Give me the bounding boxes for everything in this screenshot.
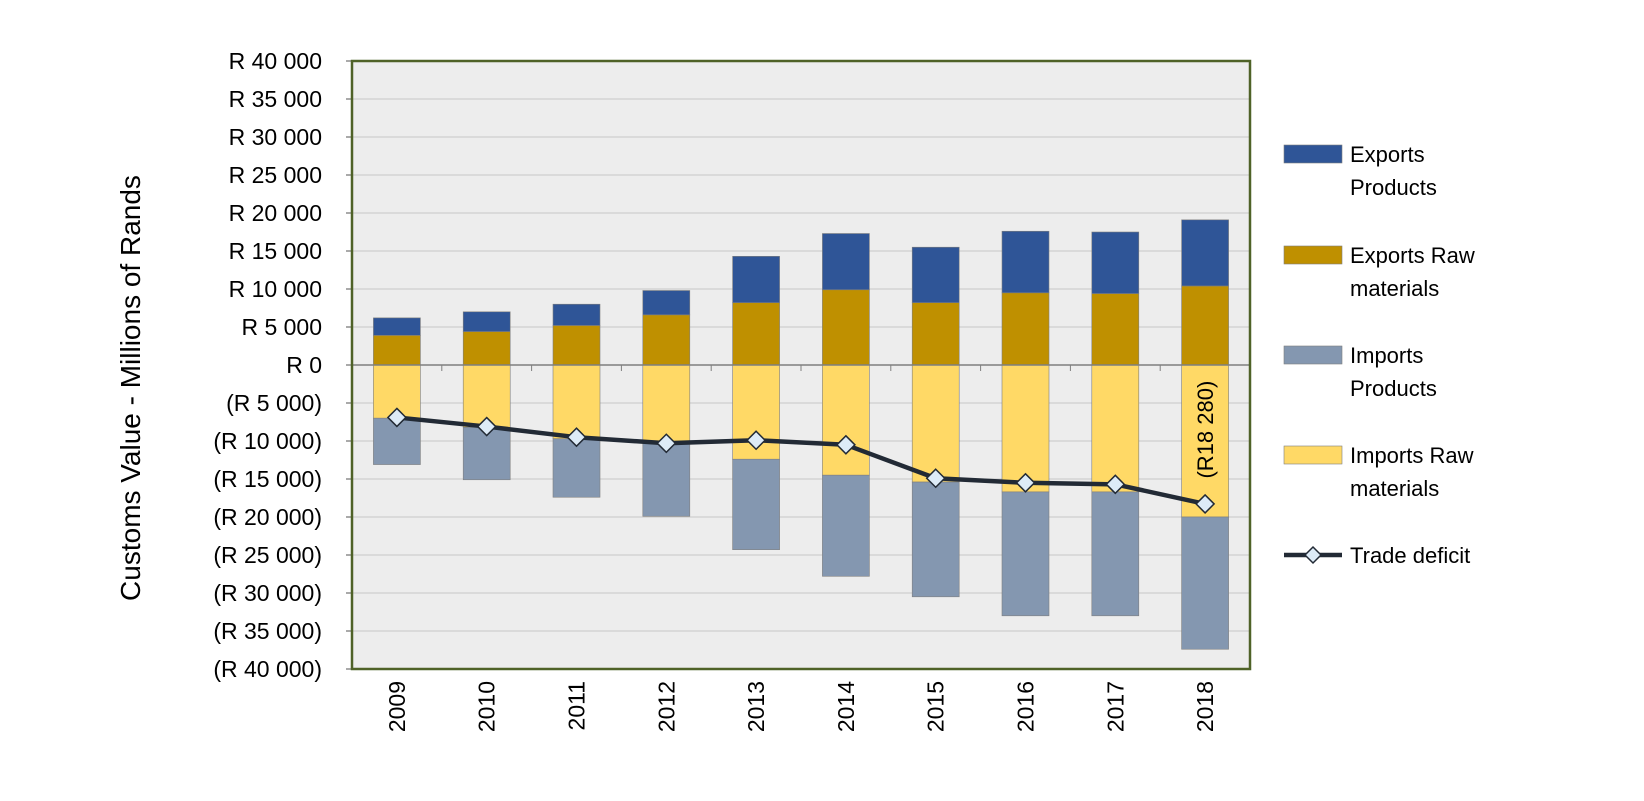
legend-marker-trade-deficit xyxy=(1303,545,1323,565)
bar-exports-raw-materials-2017 xyxy=(1091,293,1140,366)
x-tick-label: 2015 xyxy=(923,681,949,732)
y-tick-label: (R 15 000) xyxy=(213,466,322,492)
bar-exports-products-2018 xyxy=(1181,219,1229,287)
x-tick-label: 2012 xyxy=(653,681,679,732)
trade-deficit-line: (R18 280) xyxy=(386,381,1218,514)
bar-exports-products-2010 xyxy=(462,311,511,332)
bar-imports-products-2018 xyxy=(1181,516,1229,650)
y-tick-label: R 0 xyxy=(286,352,322,378)
legend-swatch-imports-products xyxy=(1283,345,1343,365)
bar-exports-products-2016 xyxy=(1001,230,1050,294)
legend-label: Imports Products xyxy=(1350,343,1437,401)
bar-exports-raw-materials-2016 xyxy=(1001,292,1050,366)
y-tick-label: R 20 000 xyxy=(229,200,322,226)
x-tick-label: 2018 xyxy=(1192,681,1218,732)
bar-exports-products-2015 xyxy=(911,246,960,303)
bar-exports-products-2017 xyxy=(1091,231,1140,294)
y-tick-label: R 5 000 xyxy=(241,314,322,340)
y-tick-label: R 40 000 xyxy=(229,48,322,74)
trade-deficit-marker-2013 xyxy=(746,430,767,451)
bar-exports-products-2011 xyxy=(552,303,601,326)
bar-exports-raw-materials-2015 xyxy=(911,302,960,366)
x-tick-label: 2009 xyxy=(384,681,410,732)
bar-imports-products-2017 xyxy=(1091,491,1140,617)
x-tick-label: 2010 xyxy=(474,681,500,732)
bar-imports-products-2016 xyxy=(1001,491,1050,617)
bar-exports-products-2012 xyxy=(642,290,691,316)
x-tick-label: 2011 xyxy=(564,681,590,730)
bar-exports-raw-materials-2012 xyxy=(642,314,691,366)
bar-exports-raw-materials-2009 xyxy=(373,335,421,366)
plot-border xyxy=(350,59,1252,671)
trade-deficit-marker-2017 xyxy=(1105,474,1126,495)
y-tick-label: R 25 000 xyxy=(229,162,322,188)
y-tick-label: (R 20 000) xyxy=(213,504,322,530)
trade-deficit-marker-2009 xyxy=(386,407,407,428)
y-tick-label: (R 30 000) xyxy=(213,580,322,606)
y-axis-label: Customs Value - Millions of Rands xyxy=(115,175,146,601)
x-tick-label: 2013 xyxy=(743,681,769,732)
legend-swatch-imports-raw-materials xyxy=(1283,445,1343,465)
trade-deficit-marker-2011 xyxy=(566,427,587,448)
bar-imports-products-2011 xyxy=(552,438,601,498)
y-tick-label: (R 5 000) xyxy=(226,390,322,416)
bar-exports-raw-materials-2010 xyxy=(462,331,511,366)
bar-exports-products-2009 xyxy=(373,317,421,336)
legend-label: Exports Products xyxy=(1350,142,1437,200)
bar-imports-products-2014 xyxy=(822,474,870,577)
y-tick-label: (R 25 000) xyxy=(213,542,322,568)
y-tick-label: R 10 000 xyxy=(229,276,322,302)
bar-exports-raw-materials-2013 xyxy=(732,302,780,366)
legend-label: Trade deficit xyxy=(1350,543,1470,568)
bar-imports-products-2012 xyxy=(642,442,691,517)
y-ticks: R 40 000 R 35 000 R 30 000 R 25 000 R 20 000… xyxy=(213,48,352,682)
legend-swatch-exports-raw-materials xyxy=(1283,245,1343,265)
trade-deficit-marker-2012 xyxy=(656,433,677,454)
bar-exports-raw-materials-2011 xyxy=(552,325,601,366)
y-tick-label: (R 35 000) xyxy=(213,618,322,644)
bar-imports-products-2013 xyxy=(732,458,780,550)
trade-deficit-marker-2016 xyxy=(1015,472,1036,493)
trade-deficit-marker-2010 xyxy=(476,416,497,437)
legend-label: Exports Raw materials xyxy=(1350,243,1475,301)
annotation-trade-deficit-2018: (R18 280) xyxy=(1193,381,1218,479)
bar-exports-raw-materials-2018 xyxy=(1181,285,1229,366)
y-tick-label: R 30 000 xyxy=(229,124,322,150)
trade-deficit-marker-2015 xyxy=(925,468,946,489)
y-tick-label: (R 40 000) xyxy=(213,656,322,682)
y-tick-label: R 35 000 xyxy=(229,86,322,112)
bar-imports-raw-materials-2012 xyxy=(642,364,691,443)
legend-label: Imports Raw materials xyxy=(1350,443,1474,501)
legend: Exports Products Exports Raw materials Impor… xyxy=(1283,142,1475,568)
legend-swatch-exports-products xyxy=(1283,144,1343,164)
y-tick-label: R 15 000 xyxy=(229,238,322,264)
x-tick-label: 2014 xyxy=(833,681,859,732)
bar-imports-raw-materials-2011 xyxy=(552,364,601,440)
trade-deficit-marker-2018 xyxy=(1195,493,1216,514)
bar-imports-raw-materials-2016 xyxy=(1001,364,1050,493)
x-ticks: 2009 2010 2011 2012 2013 2014 2015 2016 2017 2018 xyxy=(384,681,1218,732)
bar-imports-raw-materials-2014 xyxy=(822,364,870,476)
x-tick-label: 2017 xyxy=(1102,681,1128,732)
bar-imports-raw-materials-2017 xyxy=(1091,364,1140,493)
bar-exports-products-2014 xyxy=(822,233,870,291)
bar-imports-products-2015 xyxy=(911,481,960,598)
trade-deficit-marker-2014 xyxy=(835,434,856,455)
bars xyxy=(351,219,1251,650)
bar-imports-raw-materials-2015 xyxy=(911,364,960,483)
bar-exports-products-2013 xyxy=(732,256,780,303)
x-tick-label: 2016 xyxy=(1013,681,1039,732)
bar-exports-raw-materials-2014 xyxy=(822,289,870,366)
y-tick-label: (R 10 000) xyxy=(213,428,322,454)
bar-imports-raw-materials-2018 xyxy=(1181,364,1229,518)
trade-deficit-polyline xyxy=(396,415,1206,507)
